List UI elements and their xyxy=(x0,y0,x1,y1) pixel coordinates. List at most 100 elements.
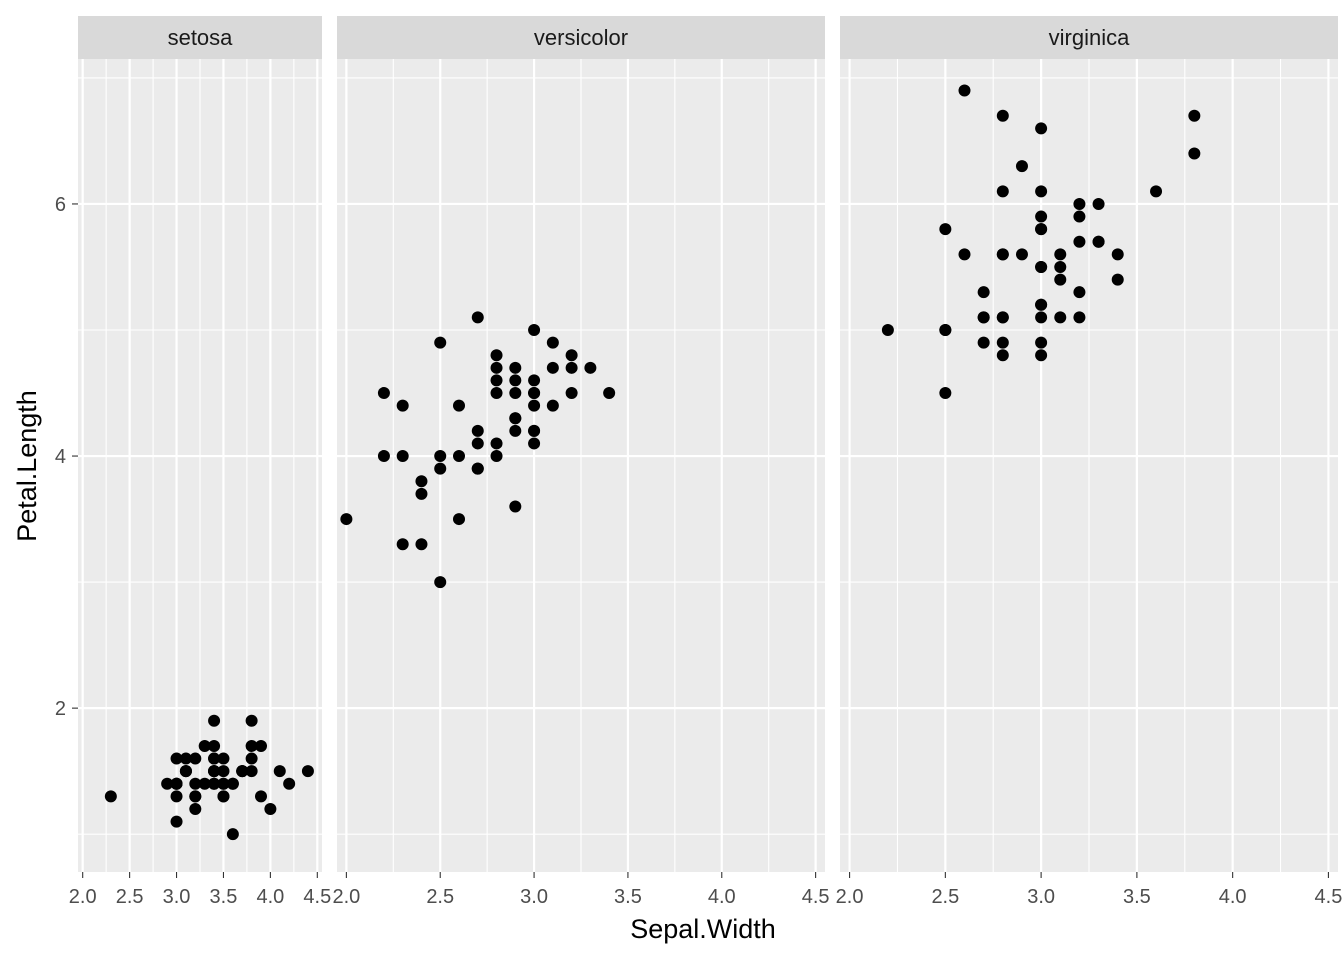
x-tick-label: 3.5 xyxy=(210,886,238,908)
points-virginica xyxy=(881,84,1201,400)
data-point xyxy=(161,777,174,790)
data-point xyxy=(471,424,484,437)
y-tick-label: 2 xyxy=(55,698,66,720)
data-point xyxy=(1111,273,1124,286)
data-point xyxy=(603,387,616,400)
data-point xyxy=(584,361,597,374)
data-point xyxy=(509,374,522,387)
data-point xyxy=(170,790,183,803)
data-point xyxy=(528,437,541,450)
data-point xyxy=(217,765,230,778)
data-point xyxy=(396,538,409,551)
data-point xyxy=(208,777,221,790)
data-point xyxy=(453,399,465,412)
data-point xyxy=(264,802,277,815)
facet-strip-label: versicolor xyxy=(534,25,628,50)
data-point xyxy=(1111,248,1124,261)
data-point xyxy=(1035,223,1048,236)
x-tick-label: 2.5 xyxy=(426,886,454,908)
data-point xyxy=(255,739,267,752)
x-axis-title: Sepal.Width xyxy=(630,914,776,944)
data-point xyxy=(1092,235,1105,248)
data-point xyxy=(217,790,230,803)
data-point xyxy=(170,815,183,828)
data-point xyxy=(377,450,390,463)
y-tick-label: 4 xyxy=(55,446,66,468)
x-axis: 2.0 2.5 3.0 3.5 4.0 4.5 2.0 2.5 3.0 3.5 4.0 4.5 2.0 2… xyxy=(69,872,1342,908)
data-point xyxy=(1054,273,1067,286)
data-point xyxy=(415,487,428,500)
data-point xyxy=(1035,298,1048,311)
data-point xyxy=(881,324,894,336)
data-point xyxy=(977,311,990,324)
data-point xyxy=(208,765,221,778)
data-point xyxy=(255,790,267,803)
x-tick-label: 3.5 xyxy=(1123,886,1151,908)
data-point xyxy=(958,248,971,261)
x-tick-label: 2.0 xyxy=(332,886,360,908)
data-point xyxy=(490,437,503,450)
data-point xyxy=(939,387,952,400)
data-point xyxy=(434,576,447,589)
x-tick-label: 3.5 xyxy=(614,886,642,908)
data-point xyxy=(1188,109,1201,122)
data-point xyxy=(958,84,971,97)
x-tick-label: 2.5 xyxy=(116,886,144,908)
data-point xyxy=(528,387,541,400)
data-point xyxy=(528,424,541,437)
data-point xyxy=(996,336,1009,349)
data-point xyxy=(301,765,314,778)
data-point xyxy=(1035,210,1048,223)
data-point xyxy=(208,714,221,727)
data-point xyxy=(434,462,447,475)
data-point xyxy=(245,752,258,765)
data-point xyxy=(170,752,183,765)
x-tick-label: 4.5 xyxy=(303,886,331,908)
data-point xyxy=(1073,235,1086,248)
y-axis-title: Petal.Length xyxy=(12,390,42,542)
data-point xyxy=(1073,311,1086,324)
x-tick-label: 3.0 xyxy=(1027,886,1055,908)
data-point xyxy=(1035,260,1048,273)
data-point xyxy=(565,387,578,400)
data-point xyxy=(453,513,465,526)
x-tick-label: 4.0 xyxy=(256,886,284,908)
data-point xyxy=(509,387,522,400)
data-point xyxy=(1015,248,1028,261)
data-point xyxy=(198,739,211,752)
data-point xyxy=(939,223,952,236)
x-tick-label: 3.0 xyxy=(163,886,191,908)
data-point xyxy=(1073,197,1086,210)
data-point xyxy=(996,311,1009,324)
data-point xyxy=(236,765,249,778)
x-tick-label: 2.5 xyxy=(931,886,959,908)
data-point xyxy=(189,777,202,790)
data-point xyxy=(226,828,239,841)
data-point xyxy=(509,424,522,437)
facet-panel-virginica: virginica xyxy=(840,16,1338,872)
data-point xyxy=(170,777,183,790)
data-point xyxy=(104,790,117,803)
data-point xyxy=(245,739,258,752)
data-point xyxy=(226,777,239,790)
data-point xyxy=(565,349,578,362)
panels-layer: setosa versicolor virginica xyxy=(78,16,1338,872)
data-point xyxy=(245,765,258,778)
data-point xyxy=(996,185,1009,198)
facet-strip-label: setosa xyxy=(168,25,234,50)
data-point xyxy=(217,777,230,790)
data-point xyxy=(179,752,192,765)
data-point xyxy=(565,361,578,374)
data-point xyxy=(509,500,522,513)
data-point xyxy=(273,765,286,778)
data-point xyxy=(208,739,221,752)
data-point xyxy=(396,399,409,412)
x-tick-label: 3.0 xyxy=(520,886,548,908)
data-point xyxy=(377,387,390,400)
data-point xyxy=(471,311,484,324)
data-point xyxy=(1073,286,1086,299)
data-point xyxy=(283,777,296,790)
data-point xyxy=(189,790,202,803)
data-point xyxy=(528,324,541,336)
data-point xyxy=(179,765,192,778)
